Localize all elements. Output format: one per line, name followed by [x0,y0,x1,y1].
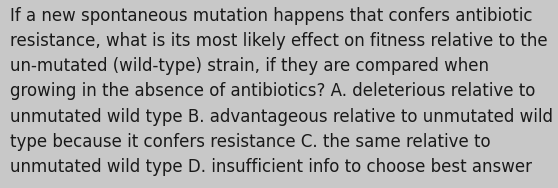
Text: If a new spontaneous mutation happens that confers antibiotic
resistance, what i: If a new spontaneous mutation happens th… [10,7,553,176]
